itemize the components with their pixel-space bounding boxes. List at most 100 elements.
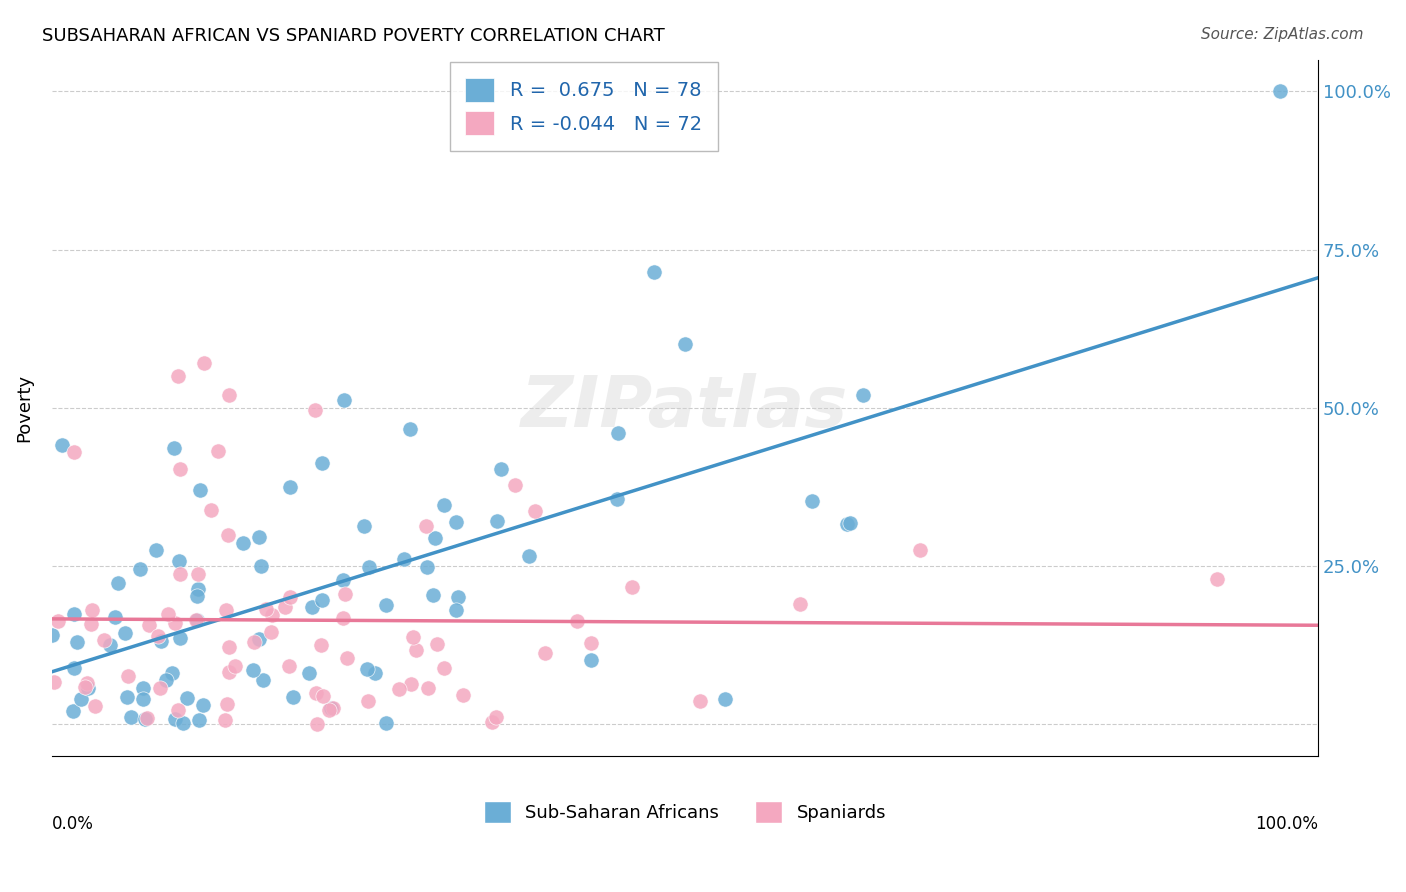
Point xyxy=(155,673,177,687)
Point xyxy=(247,632,270,646)
Point xyxy=(416,559,439,574)
Point xyxy=(84,699,107,714)
Point xyxy=(73,680,96,694)
Point xyxy=(146,629,169,643)
Point xyxy=(433,660,456,674)
Point xyxy=(402,630,425,644)
Point xyxy=(278,590,301,604)
Point xyxy=(134,712,156,726)
Point xyxy=(242,663,264,677)
Point xyxy=(375,598,398,612)
Point xyxy=(852,388,875,402)
Point xyxy=(193,357,215,371)
Point xyxy=(405,643,427,657)
Y-axis label: Poverty: Poverty xyxy=(15,374,32,442)
Point xyxy=(172,715,194,730)
Point xyxy=(446,602,468,616)
Point xyxy=(620,580,643,594)
Point xyxy=(76,676,98,690)
Point xyxy=(332,573,354,587)
Point xyxy=(426,637,449,651)
Point xyxy=(252,673,274,687)
Point xyxy=(524,503,547,517)
Point xyxy=(453,689,475,703)
Point xyxy=(176,691,198,706)
Point xyxy=(364,666,387,681)
Text: Source: ZipAtlas.com: Source: ZipAtlas.com xyxy=(1201,27,1364,42)
Point xyxy=(356,662,378,676)
Point xyxy=(606,491,628,506)
Point xyxy=(167,369,190,384)
Point xyxy=(186,613,208,627)
Point xyxy=(63,661,86,675)
Point xyxy=(319,701,342,715)
Point xyxy=(481,714,503,729)
Point xyxy=(357,694,380,708)
Point xyxy=(149,634,172,648)
Point xyxy=(104,609,127,624)
Point xyxy=(131,681,153,696)
Point xyxy=(579,653,602,667)
Point xyxy=(311,592,333,607)
Point xyxy=(422,587,444,601)
Point xyxy=(51,438,73,452)
Point xyxy=(98,639,121,653)
Text: ZIPatlas: ZIPatlas xyxy=(522,374,849,442)
Point xyxy=(399,677,422,691)
Point xyxy=(273,599,295,614)
Point xyxy=(713,692,735,706)
Point xyxy=(359,560,381,574)
Point xyxy=(214,713,236,727)
Point xyxy=(218,640,240,654)
Point xyxy=(250,558,273,573)
Point xyxy=(163,712,186,726)
Point xyxy=(80,617,103,632)
Point xyxy=(217,528,239,542)
Point xyxy=(332,611,354,625)
Point xyxy=(416,681,439,695)
Point xyxy=(305,686,328,700)
Point xyxy=(115,690,138,705)
Point xyxy=(643,265,665,279)
Point xyxy=(297,665,319,680)
Point xyxy=(567,615,589,629)
Point xyxy=(187,582,209,597)
Point xyxy=(838,516,860,530)
Legend: Sub-Saharan Africans, Spaniards: Sub-Saharan Africans, Spaniards xyxy=(477,794,893,830)
Point xyxy=(167,554,190,568)
Point xyxy=(169,567,191,582)
Point xyxy=(254,601,277,615)
Point xyxy=(132,692,155,706)
Point xyxy=(242,634,264,648)
Point xyxy=(93,633,115,648)
Point xyxy=(70,692,93,706)
Point xyxy=(128,562,150,576)
Point xyxy=(41,628,63,642)
Point xyxy=(169,631,191,645)
Point xyxy=(1268,84,1291,98)
Point xyxy=(162,666,184,681)
Point xyxy=(444,515,467,529)
Point xyxy=(689,693,711,707)
Point xyxy=(188,713,211,727)
Point xyxy=(260,624,283,639)
Point xyxy=(415,519,437,533)
Point xyxy=(353,519,375,533)
Point xyxy=(503,478,526,492)
Point xyxy=(304,402,326,417)
Point xyxy=(63,607,86,621)
Point xyxy=(107,576,129,591)
Point xyxy=(335,651,357,665)
Point xyxy=(44,674,66,689)
Point xyxy=(312,689,335,703)
Point xyxy=(232,536,254,550)
Point xyxy=(485,514,508,528)
Point xyxy=(307,716,329,731)
Point xyxy=(145,543,167,558)
Point xyxy=(217,698,239,712)
Point xyxy=(167,703,190,717)
Point xyxy=(333,392,356,407)
Point xyxy=(191,698,214,712)
Point xyxy=(138,617,160,632)
Point xyxy=(447,590,470,604)
